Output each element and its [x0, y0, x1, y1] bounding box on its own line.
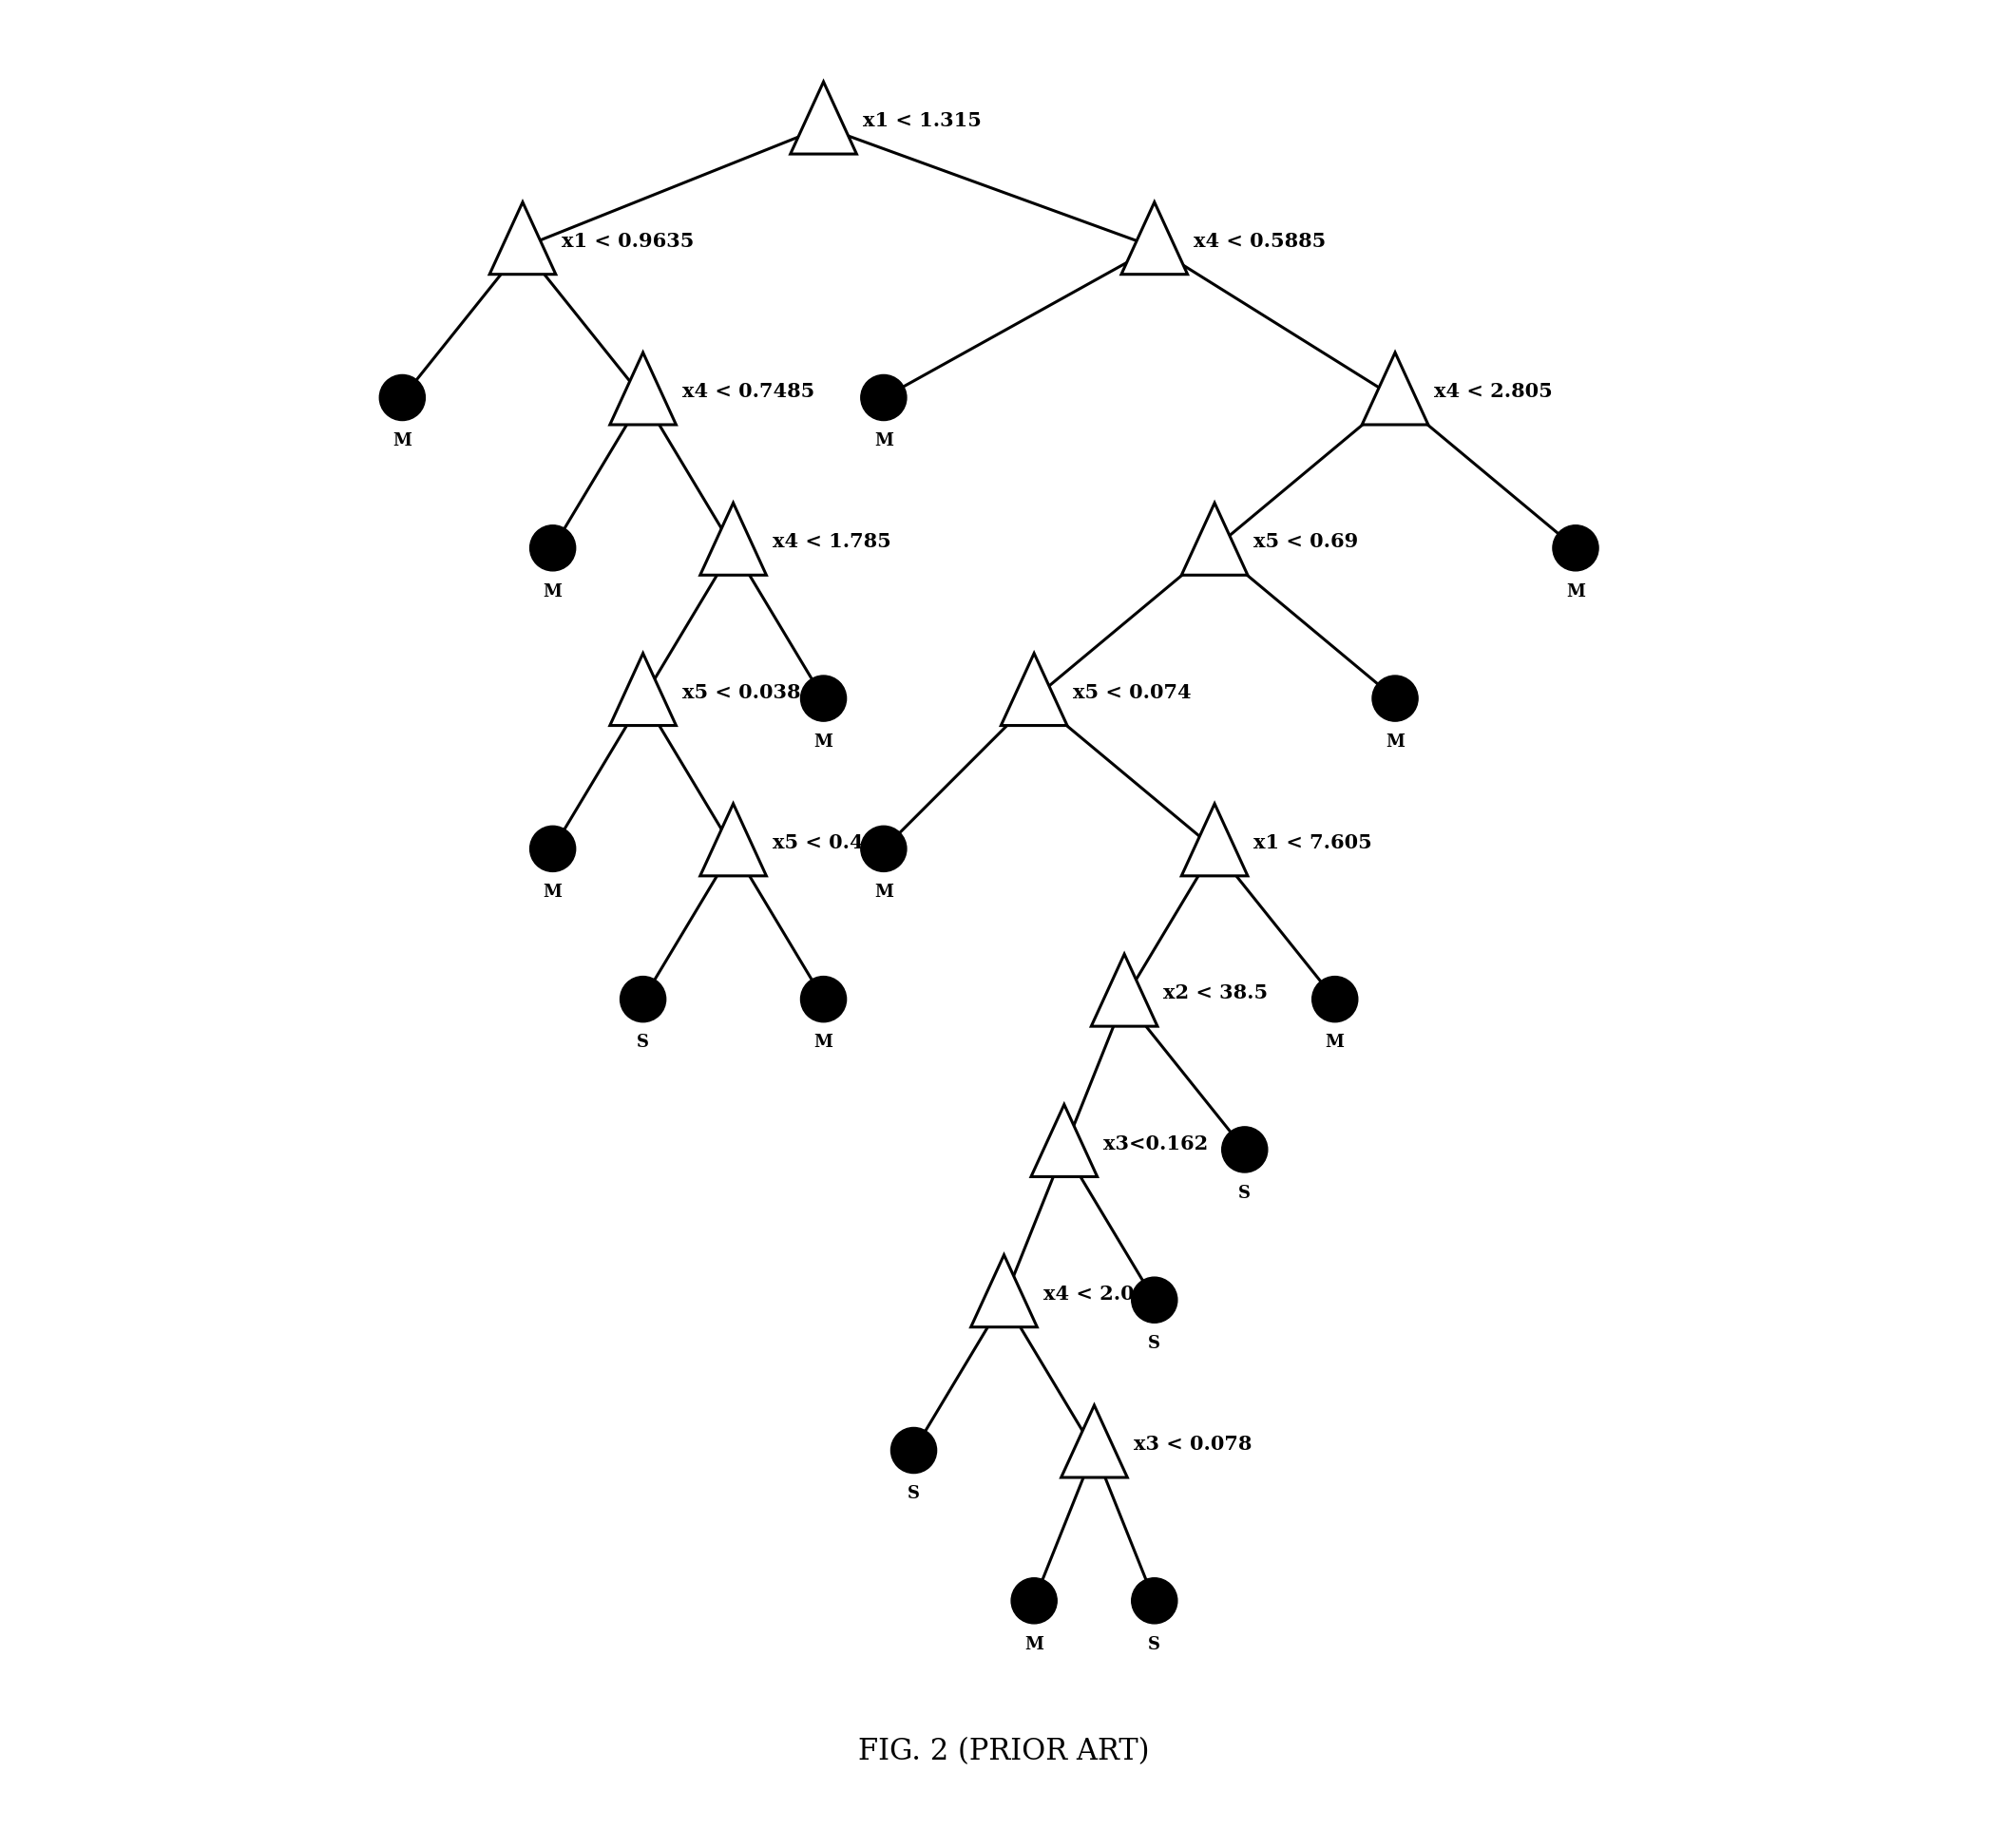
Polygon shape: [1361, 353, 1428, 425]
Circle shape: [861, 826, 906, 872]
Text: M: M: [1325, 1035, 1345, 1052]
Polygon shape: [791, 81, 857, 153]
Text: S: S: [1239, 1185, 1251, 1201]
Text: M: M: [394, 432, 412, 449]
Text: x5 < 0.462: x5 < 0.462: [773, 833, 892, 852]
Text: x4 < 2.805: x4 < 2.805: [1434, 383, 1552, 401]
Text: M: M: [1566, 582, 1584, 601]
Text: x5 < 0.69: x5 < 0.69: [1253, 532, 1359, 551]
Circle shape: [861, 375, 906, 421]
Circle shape: [1552, 525, 1598, 571]
Polygon shape: [490, 201, 556, 274]
Circle shape: [620, 976, 667, 1022]
Polygon shape: [1090, 954, 1157, 1026]
Text: M: M: [1386, 734, 1406, 750]
Circle shape: [530, 525, 576, 571]
Circle shape: [892, 1427, 936, 1473]
Circle shape: [380, 375, 426, 421]
Text: x4 < 0.7485: x4 < 0.7485: [683, 383, 815, 401]
Polygon shape: [701, 804, 767, 876]
Text: x1 < 7.605: x1 < 7.605: [1253, 833, 1371, 852]
Circle shape: [1371, 676, 1418, 721]
Text: x1 < 1.315: x1 < 1.315: [863, 111, 982, 131]
Polygon shape: [610, 654, 677, 726]
Polygon shape: [972, 1255, 1036, 1327]
Circle shape: [1311, 976, 1357, 1022]
Circle shape: [1133, 1277, 1177, 1323]
Text: M: M: [813, 1035, 833, 1052]
Text: M: M: [544, 582, 562, 601]
Text: S: S: [908, 1486, 920, 1502]
Text: M: M: [544, 883, 562, 900]
Circle shape: [801, 976, 845, 1022]
Polygon shape: [1002, 654, 1066, 726]
Polygon shape: [1060, 1404, 1126, 1477]
Text: S: S: [1149, 1334, 1161, 1353]
Circle shape: [1012, 1578, 1056, 1624]
Polygon shape: [1181, 804, 1247, 876]
Text: M: M: [1024, 1635, 1044, 1652]
Polygon shape: [1181, 503, 1247, 575]
Circle shape: [530, 826, 576, 872]
Text: M: M: [813, 734, 833, 750]
Text: x4 < 2.005: x4 < 2.005: [1042, 1284, 1163, 1303]
Text: M: M: [873, 432, 894, 449]
Text: x5 < 0.038: x5 < 0.038: [683, 684, 801, 702]
Text: x5 < 0.074: x5 < 0.074: [1072, 684, 1191, 702]
Text: M: M: [873, 883, 894, 900]
Polygon shape: [701, 503, 767, 575]
Circle shape: [1133, 1578, 1177, 1624]
Text: FIG. 2 (PRIOR ART): FIG. 2 (PRIOR ART): [857, 1737, 1151, 1767]
Text: x4 < 1.785: x4 < 1.785: [773, 532, 892, 551]
Polygon shape: [1120, 201, 1187, 274]
Text: x1 < 0.9635: x1 < 0.9635: [562, 231, 695, 251]
Text: x3<0.162: x3<0.162: [1102, 1135, 1209, 1153]
Circle shape: [1221, 1127, 1267, 1172]
Text: x3 < 0.078: x3 < 0.078: [1133, 1434, 1251, 1454]
Text: x2 < 38.5: x2 < 38.5: [1163, 983, 1269, 1003]
Text: S: S: [1149, 1635, 1161, 1652]
Circle shape: [801, 676, 845, 721]
Text: x4 < 0.5885: x4 < 0.5885: [1193, 231, 1325, 251]
Polygon shape: [610, 353, 677, 425]
Polygon shape: [1030, 1105, 1096, 1177]
Text: S: S: [637, 1035, 649, 1052]
